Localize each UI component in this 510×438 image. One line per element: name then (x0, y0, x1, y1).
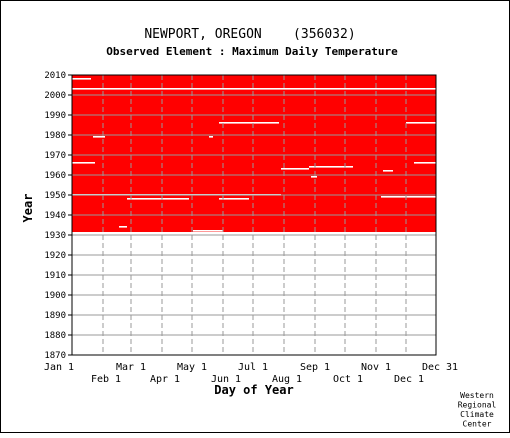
x-tick-label: Apr 1 (150, 374, 180, 385)
x-axis-ticks: Jan 1 Mar 1 May 1 Jul 1 Sep 1 Nov 1 Dec 31 Feb … (44, 362, 458, 385)
missing-segment (193, 230, 223, 232)
x-tick-label: Oct 1 (333, 374, 363, 385)
missing-segment (219, 122, 279, 124)
y-axis-ticks: 1870 1880 1890 1900 1910 1920 1930 1940 1950 1960… (44, 71, 72, 361)
y-tick-label: 1930 (44, 231, 66, 241)
x-tick-label: Jul 1 (238, 362, 268, 373)
x-tick-label: Jan 1 (44, 362, 74, 373)
chart-title: NEWPORT, OREGON (356032) (144, 27, 355, 42)
missing-segment (127, 198, 189, 200)
y-axis-label: Year (21, 194, 35, 223)
x-tick-label: Nov 1 (361, 362, 391, 373)
x-tick-label: Dec 31 (422, 362, 458, 373)
missing-segment (93, 136, 105, 138)
y-tick-label: 1980 (44, 131, 66, 141)
y-tick-label: 1910 (44, 271, 66, 281)
missing-segment (406, 122, 436, 124)
plot-area (71, 74, 437, 356)
missing-segment (311, 176, 317, 178)
y-tick-label: 1900 (44, 291, 66, 301)
y-tick-label: 1960 (44, 171, 66, 181)
grid-layer (72, 75, 436, 355)
missing-segment (72, 162, 95, 164)
missing-segment (119, 226, 127, 228)
x-tick-label: Mar 1 (116, 362, 146, 373)
x-axis-label: Day of Year (214, 383, 293, 397)
data-layer (72, 75, 436, 233)
missing-segment (281, 168, 309, 170)
missing-segment (72, 78, 91, 80)
missing-segment (414, 162, 436, 164)
x-tick-label: Aug 1 (272, 374, 302, 385)
y-tick-label: 1950 (44, 191, 66, 201)
y-tick-label: 1880 (44, 331, 66, 341)
credit-line: Regional (458, 401, 497, 410)
credit-line: Climate (460, 410, 494, 419)
x-tick-label: Jun 1 (211, 374, 241, 385)
x-tick-label: Feb 1 (91, 374, 121, 385)
missing-segment (383, 170, 393, 172)
missing-segment (209, 136, 213, 138)
y-tick-label: 1920 (44, 251, 66, 261)
y-tick-label: 1940 (44, 211, 66, 221)
missing-segment (219, 198, 249, 200)
missing-segment (309, 166, 353, 168)
x-tick-label: Sep 1 (300, 362, 330, 373)
missing-segment (381, 196, 436, 198)
missing-segment (72, 232, 436, 234)
x-tick-label: Dec 1 (394, 374, 424, 385)
chart-subtitle: Observed Element : Maximum Daily Tempera… (106, 45, 398, 58)
observed-data-block (72, 75, 436, 233)
y-tick-label: 1870 (44, 351, 66, 361)
y-tick-label: 2010 (44, 71, 66, 81)
credit-line: Western (460, 391, 494, 400)
x-tick-label: May 1 (177, 362, 207, 373)
missing-segment (72, 88, 436, 90)
y-tick-label: 2000 (44, 91, 66, 101)
credit-line: Center (463, 420, 492, 429)
y-tick-label: 1970 (44, 151, 66, 161)
y-tick-label: 1890 (44, 311, 66, 321)
y-tick-label: 1990 (44, 111, 66, 121)
